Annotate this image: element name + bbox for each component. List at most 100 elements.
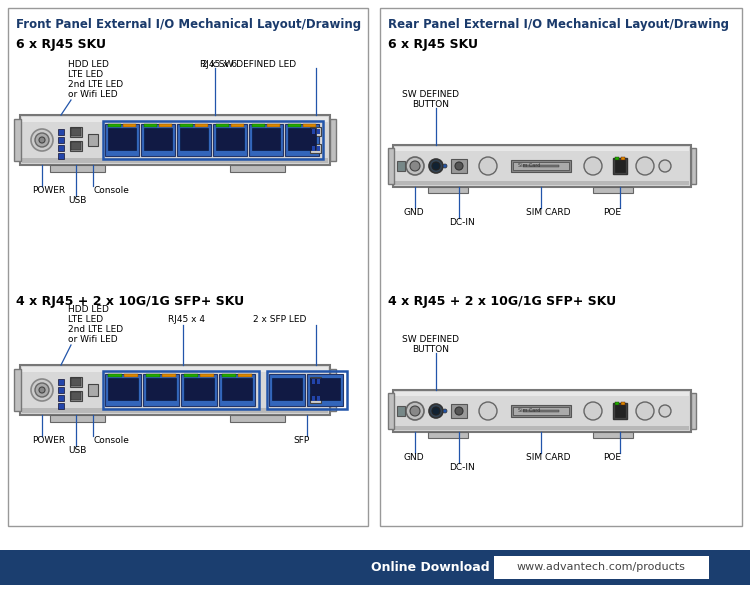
Bar <box>388 148 394 184</box>
Bar <box>310 377 321 386</box>
Bar <box>312 379 315 384</box>
Circle shape <box>636 402 654 420</box>
Text: SW DEFINED: SW DEFINED <box>403 335 460 344</box>
Bar <box>395 392 689 396</box>
Bar <box>58 145 64 151</box>
Bar <box>288 124 301 127</box>
Text: Console: Console <box>93 436 129 445</box>
Text: LTE LED: LTE LED <box>68 70 103 79</box>
Bar <box>58 387 64 393</box>
Bar <box>330 369 336 411</box>
Bar <box>615 405 625 417</box>
Bar <box>613 158 627 174</box>
Bar <box>285 124 319 156</box>
Bar <box>108 374 122 377</box>
Bar <box>523 410 559 412</box>
Bar <box>310 378 340 400</box>
Bar <box>58 379 64 385</box>
Bar <box>397 406 405 416</box>
Text: BUTTON: BUTTON <box>413 345 449 354</box>
Bar <box>58 137 64 143</box>
Bar <box>22 158 328 163</box>
Bar <box>146 374 160 377</box>
Bar <box>184 374 198 377</box>
Text: GND: GND <box>403 453 424 462</box>
Bar <box>621 157 625 160</box>
Text: POE: POE <box>603 453 621 462</box>
Bar <box>124 374 138 377</box>
Text: GND: GND <box>403 208 424 217</box>
Bar <box>451 159 467 173</box>
Bar <box>103 121 323 159</box>
Text: HDD LED: HDD LED <box>68 60 109 69</box>
Bar <box>70 391 82 401</box>
Bar <box>141 124 175 156</box>
Bar <box>71 378 81 386</box>
Text: 2nd LTE LED: 2nd LTE LED <box>68 325 123 334</box>
Bar <box>231 124 244 127</box>
Text: SIM CARD: SIM CARD <box>526 208 571 217</box>
Bar <box>395 181 689 185</box>
Bar <box>213 124 247 156</box>
Text: RJ45 x 6: RJ45 x 6 <box>200 60 237 69</box>
Bar <box>195 124 208 127</box>
Bar <box>108 124 121 127</box>
Bar <box>317 129 320 134</box>
Circle shape <box>479 402 497 420</box>
Bar <box>22 367 328 372</box>
Circle shape <box>35 133 49 147</box>
Circle shape <box>455 162 463 170</box>
Bar <box>20 115 330 165</box>
Text: 2 x SFP LED: 2 x SFP LED <box>253 315 306 324</box>
Bar <box>58 395 64 401</box>
Bar <box>108 378 138 400</box>
Bar <box>177 124 211 156</box>
Circle shape <box>584 402 602 420</box>
Bar <box>451 404 467 418</box>
Bar <box>511 405 571 417</box>
Bar <box>14 119 21 161</box>
Bar <box>393 390 691 432</box>
Bar <box>691 393 696 429</box>
Bar <box>494 556 709 579</box>
Bar <box>71 142 81 150</box>
Bar <box>267 124 280 127</box>
Circle shape <box>479 157 497 175</box>
Bar <box>397 161 405 171</box>
Bar <box>312 146 315 151</box>
Bar <box>71 128 81 136</box>
Bar <box>219 374 255 406</box>
Bar <box>511 160 571 172</box>
Text: USB: USB <box>68 196 86 205</box>
Bar <box>146 378 176 400</box>
Bar <box>523 165 559 167</box>
Bar <box>50 415 105 422</box>
Bar <box>216 124 229 127</box>
Bar <box>593 187 633 193</box>
Bar <box>22 117 328 122</box>
Text: LTE LED: LTE LED <box>68 315 103 324</box>
Text: 2nd LTE LED: 2nd LTE LED <box>68 80 123 89</box>
Bar <box>615 402 619 405</box>
Bar <box>238 374 252 377</box>
Bar <box>428 187 468 193</box>
Bar <box>200 374 214 377</box>
Text: POWER: POWER <box>32 436 65 445</box>
Circle shape <box>584 157 602 175</box>
Text: or Wifi LED: or Wifi LED <box>68 90 118 99</box>
Circle shape <box>659 405 671 417</box>
Circle shape <box>35 383 49 397</box>
Text: Sim Card: Sim Card <box>518 408 540 413</box>
Bar <box>307 374 343 406</box>
Bar <box>8 8 368 526</box>
Circle shape <box>406 402 424 420</box>
Bar <box>105 374 141 406</box>
Bar <box>513 162 569 170</box>
Bar <box>216 128 244 150</box>
Bar <box>0 550 750 585</box>
Bar <box>267 371 347 409</box>
Bar <box>58 403 64 409</box>
Text: Sim Card: Sim Card <box>518 163 540 168</box>
Bar <box>312 129 315 134</box>
Text: Front Panel External I/O Mechanical Layout/Drawing: Front Panel External I/O Mechanical Layo… <box>16 18 362 31</box>
